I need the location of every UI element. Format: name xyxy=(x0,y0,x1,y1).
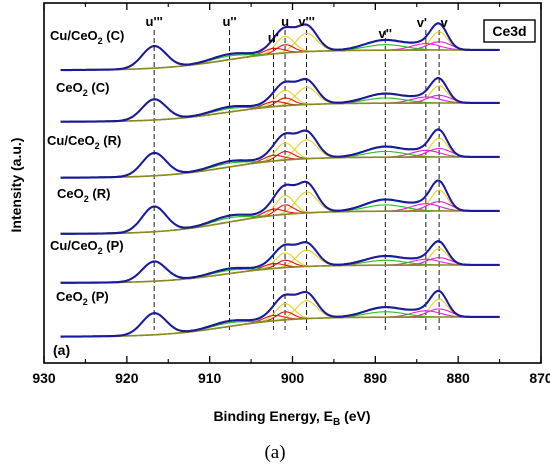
figure-caption: (a) xyxy=(264,442,286,463)
sample-label: Cu/CeO2 (C) xyxy=(50,28,124,46)
fit-component xyxy=(60,43,500,71)
background-line xyxy=(60,102,500,123)
fit-component xyxy=(60,31,500,71)
corner-label-box xyxy=(483,19,536,43)
y-axis-label: Intensity (a.u.) xyxy=(8,138,24,233)
plot-frame xyxy=(43,2,542,364)
sample-label: CeO2 (R) xyxy=(57,186,110,204)
fit-component xyxy=(60,149,500,179)
fit-component xyxy=(60,96,500,123)
x-tick-label: 910 xyxy=(198,370,222,386)
reference-label: u'' xyxy=(222,14,236,29)
x-tick-label: 880 xyxy=(446,370,470,386)
x-tick-label: 920 xyxy=(115,370,139,386)
reference-label: v' xyxy=(417,15,427,30)
reference-label: v'' xyxy=(379,26,392,41)
x-tick-label: 930 xyxy=(32,370,56,386)
sample-labels: Cu/CeO2 (C) CeO2 (C) Cu/CeO2 (R) CeO2 (R) Cu… xyxy=(47,28,124,307)
fit-envelope xyxy=(60,179,500,235)
fit-envelope xyxy=(60,240,500,284)
fit-component xyxy=(60,203,500,235)
reference-labels: u''' u'' u'u v''' v'' v' v xyxy=(146,14,449,45)
spectrum xyxy=(60,128,500,179)
x-axis-ticks: 930 920 910 900 890 880 870 xyxy=(32,3,550,386)
reference-label: v''' xyxy=(298,14,315,29)
x-tick-label: 870 xyxy=(529,370,550,386)
sample-label: Cu/CeO2 (R) xyxy=(47,133,121,151)
background-line xyxy=(60,210,500,235)
spectrum xyxy=(60,22,500,72)
reference-label: u''' xyxy=(146,14,163,29)
background-line xyxy=(60,264,500,284)
fit-component xyxy=(60,298,500,338)
reference-label: u' xyxy=(268,30,279,45)
spectrum xyxy=(60,76,500,123)
spectrum xyxy=(60,289,500,338)
spectrum xyxy=(60,240,500,284)
reference-label: u xyxy=(281,14,289,29)
background-line xyxy=(60,49,500,71)
fit-envelope xyxy=(60,128,500,179)
fit-component xyxy=(60,189,500,235)
sample-label: CeO2 (C) xyxy=(56,80,109,98)
fit-component xyxy=(60,137,500,179)
panel-label: (a) xyxy=(53,342,70,358)
fit-component xyxy=(60,310,500,338)
fit-envelope xyxy=(60,22,500,72)
fit-envelope xyxy=(60,289,500,338)
reference-lines xyxy=(153,30,440,330)
reference-label: v xyxy=(440,15,448,30)
fit-component xyxy=(60,85,500,123)
background-line xyxy=(60,156,500,179)
fit-component xyxy=(60,258,500,284)
spectrum xyxy=(60,179,500,235)
x-tick-label: 890 xyxy=(364,370,388,386)
xps-figure: 930 920 910 900 890 880 870 u''' u'' u'u v''' v'' v… xyxy=(8,2,550,428)
background-line xyxy=(60,316,500,338)
sample-label: Cu/CeO2 (P) xyxy=(50,238,124,256)
x-tick-label: 900 xyxy=(281,370,305,386)
fit-envelope xyxy=(60,77,500,123)
spectra-group xyxy=(60,22,500,338)
corner-label: Ce3d xyxy=(492,23,526,39)
sample-label: CeO2 (P) xyxy=(56,289,109,307)
x-axis-label: Binding Energy, EB (eV) xyxy=(213,408,370,428)
